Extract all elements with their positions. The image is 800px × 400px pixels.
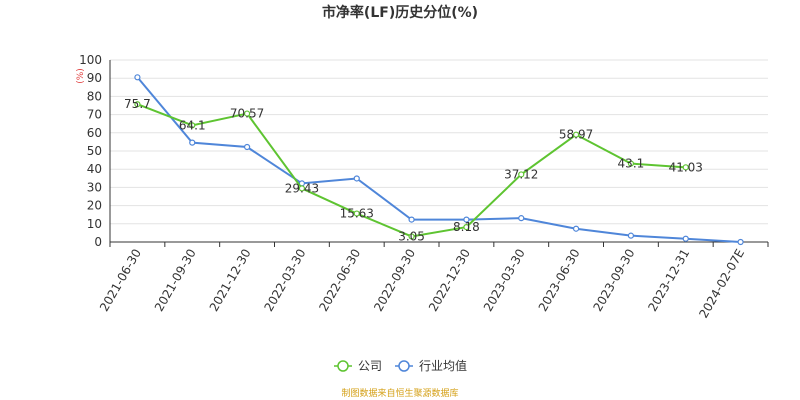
series-point-1	[682, 235, 689, 242]
data-label: 75.7	[124, 97, 151, 111]
series-point-0	[243, 110, 251, 117]
x-tick-label: 2023-06-30	[536, 247, 583, 314]
data-label: 41.03	[669, 160, 703, 174]
data-label: 3.05	[398, 229, 425, 243]
legend[interactable]: 公司 行业均值	[334, 358, 467, 373]
x-tick-label: 2022-06-30	[316, 247, 363, 314]
y-tick-label: 60	[87, 126, 102, 140]
x-tick-label: 2023-03-30	[481, 247, 528, 314]
data-label: 43.1	[618, 157, 645, 171]
y-tick-label: 10	[87, 217, 102, 231]
series-point-0	[353, 210, 360, 217]
y-tick-label: 30	[87, 180, 102, 194]
x-tick-label: 2024-02-07E	[696, 247, 747, 321]
series-point-0	[298, 185, 306, 192]
series-point-0	[189, 122, 196, 129]
series-point-0	[518, 171, 525, 178]
grid-lines	[110, 59, 768, 225]
y-tick-label: 0	[94, 235, 102, 249]
x-tick-label: 2022-03-30	[262, 247, 309, 314]
legend-marker-1	[398, 360, 410, 372]
chart-title: 市净率(LF)历史分位(%)	[322, 4, 478, 21]
y-tick-label: 100	[79, 53, 102, 67]
legend-marker-0	[337, 360, 349, 372]
y-tick-label: 80	[87, 89, 102, 103]
x-tick-label: 2021-12-30	[207, 246, 254, 313]
x-tick-label: 2022-09-30	[371, 247, 418, 314]
x-tick-label: 2021-06-30	[97, 247, 144, 314]
series-point-0	[134, 101, 141, 108]
series-point-1	[518, 215, 525, 222]
data-label: 8.18	[453, 220, 480, 234]
x-tick-label: 2023-09-30	[591, 247, 638, 314]
x-tick-label: 2022-12-30	[426, 246, 473, 313]
series-point-1	[627, 232, 635, 239]
series-point-0	[463, 224, 470, 231]
series-point-1	[408, 216, 415, 223]
series-point-0	[408, 233, 415, 240]
data-label: 37.12	[504, 167, 538, 181]
series-point-0	[627, 160, 635, 167]
data-label: 15.63	[340, 207, 374, 221]
y-axis-unit-label: (%)	[76, 68, 86, 84]
series-point-0	[682, 164, 689, 171]
data-label: 64.1	[179, 118, 206, 132]
series-point-1	[737, 238, 744, 246]
series-point-1	[243, 143, 251, 151]
y-tick-label: 20	[87, 199, 102, 213]
y-tick-label: 90	[87, 71, 102, 85]
series-point-1	[463, 216, 470, 223]
x-axis: 2021-06-30 2021-09-30 2021-12-30 2022-03-30…	[97, 241, 769, 321]
data-label: 58.97	[559, 128, 593, 142]
legend-label-1: 行业均值	[419, 358, 467, 373]
series-point-1	[189, 139, 196, 146]
y-axis: 0 10 20 30 40 50 60 70 80 90 100	[79, 53, 111, 249]
source-note: 制图数据来自恒生聚源数据库	[341, 387, 458, 399]
series-point-1	[134, 74, 141, 81]
series-point-1	[353, 175, 360, 182]
data-label: 29.43	[285, 181, 319, 195]
series-layer: 75.7 64.1 70.57 29.43 15.63 3.05 8.18 37.12 58.9…	[124, 74, 744, 246]
y-tick-label: 50	[87, 144, 102, 158]
y-tick-label: 40	[87, 162, 102, 176]
y-tick-label: 70	[87, 108, 102, 122]
legend-label-0: 公司	[358, 359, 382, 373]
series-line-1	[136, 76, 741, 243]
x-tick-label: 2023-12-31	[645, 247, 692, 314]
data-label: 70.57	[230, 107, 264, 121]
series-point-1	[572, 225, 580, 232]
x-tick-label: 2021-09-30	[152, 247, 199, 314]
series-point-0	[572, 131, 580, 138]
